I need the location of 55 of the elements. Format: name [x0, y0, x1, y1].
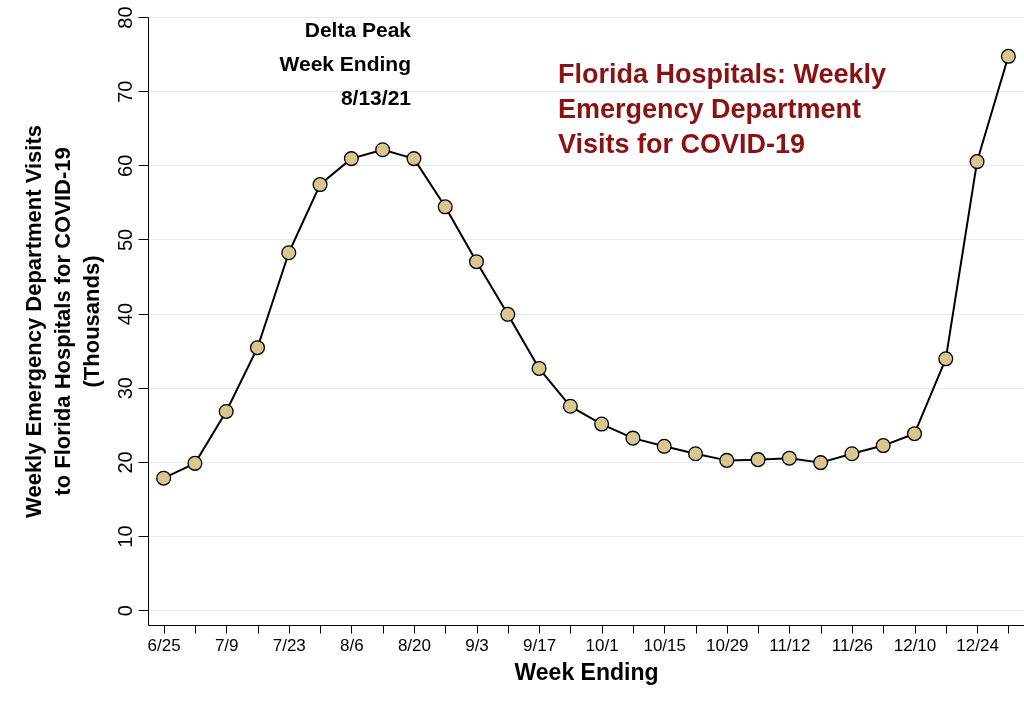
x-tick-label: 9/17 [523, 635, 557, 655]
y-tick-label: 50 [113, 228, 136, 252]
point [594, 416, 610, 432]
x-tick-label: 10/1 [585, 635, 619, 655]
x-tick-label: 8/20 [397, 635, 431, 655]
y-tick-label: 20 [113, 451, 136, 474]
point [906, 426, 923, 442]
x-tick-label: 11/26 [831, 635, 874, 655]
x-axis-title: Week Ending [514, 658, 659, 685]
annotation: Delta Peak Week Ending 8/13/21 [279, 18, 412, 109]
y-axis-title: Weekly Emergency Department Visits to Florida Hospitals for COVID-19 (Thousands) [20, 125, 104, 518]
text: Florida Hospitals: Weekly Emergency Department Visits for COVID-19 [558, 59, 887, 159]
point [938, 351, 954, 367]
point [844, 446, 860, 462]
point [187, 455, 203, 471]
x-tick-label: 10/29 [706, 635, 749, 655]
y-tick-label: 70 [113, 80, 136, 103]
point [750, 452, 766, 468]
x-tick-label: 7/23 [272, 635, 306, 655]
point [1000, 48, 1016, 64]
x-tick-label: 12/10 [893, 635, 937, 655]
point [625, 430, 641, 446]
point [437, 199, 453, 215]
point [562, 398, 578, 414]
y-tick-label: 0 [113, 605, 136, 617]
y-tick-label: 10 [113, 525, 136, 548]
y-tick-label: 30 [113, 377, 136, 400]
point [531, 360, 547, 376]
x-tick-label: 12/24 [956, 635, 999, 655]
point [875, 438, 891, 454]
x-tick-label: 7/9 [214, 635, 239, 655]
point [343, 151, 359, 167]
point [156, 470, 172, 486]
point [218, 403, 234, 419]
x-tick-label: 8/6 [340, 635, 364, 655]
point [312, 177, 328, 193]
point [969, 154, 985, 170]
point [719, 452, 735, 468]
x-tick-label: 11/12 [769, 635, 811, 655]
point [375, 142, 391, 158]
point [687, 446, 704, 462]
point [281, 245, 297, 261]
point [249, 340, 266, 356]
point [656, 438, 672, 454]
y-tick-label: 80 [113, 6, 136, 29]
point [406, 151, 422, 167]
x-tick-label: 9/3 [465, 635, 489, 655]
point [500, 306, 516, 322]
point [813, 455, 829, 471]
point [468, 254, 485, 270]
x-tick-label: 6/25 [147, 635, 181, 655]
y-tick-label: 40 [113, 302, 136, 326]
x-tick-label: 10/15 [643, 635, 686, 655]
y-tick-label: 60 [113, 154, 136, 177]
point [781, 450, 797, 466]
